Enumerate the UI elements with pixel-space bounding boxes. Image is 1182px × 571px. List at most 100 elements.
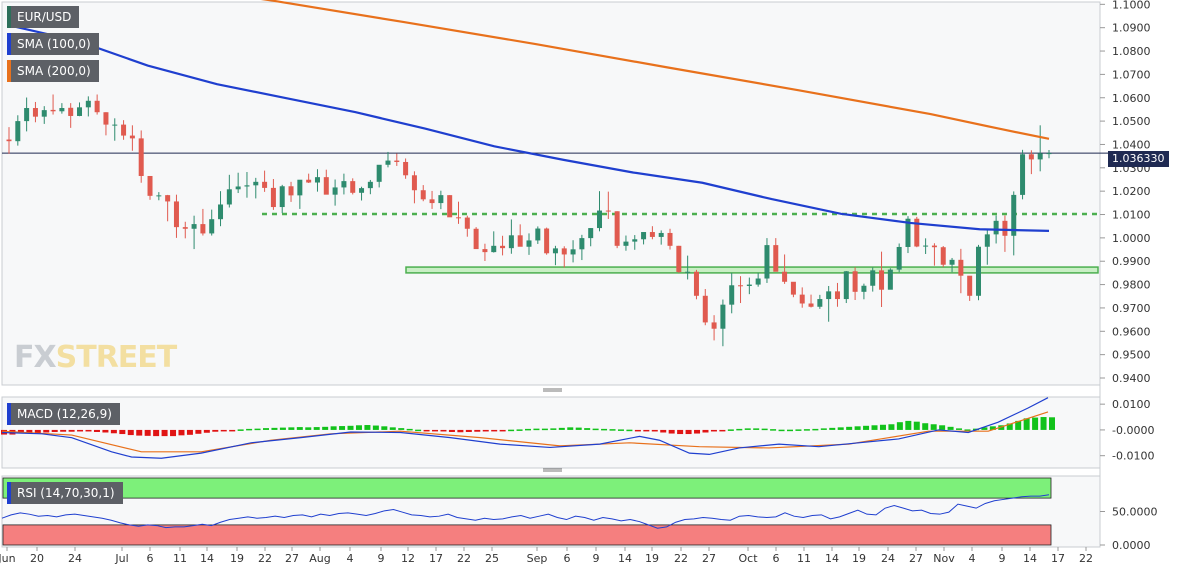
candle-body (288, 186, 294, 196)
x-tick-label: 9 (999, 552, 1006, 565)
macd-hist-bar (871, 425, 878, 430)
candle-body (799, 294, 805, 304)
x-tick-label: 22 (1079, 552, 1093, 565)
candle-body (861, 285, 867, 292)
macd-hist-bar (237, 429, 244, 431)
macd-hist-bar (617, 429, 624, 431)
macd-hist-bar (339, 426, 346, 430)
candle-body (879, 270, 885, 290)
macd-hist-bar (939, 425, 946, 430)
x-tick-label: 20 (30, 552, 44, 565)
candle-body (958, 259, 964, 276)
candle-body (68, 107, 74, 116)
candle-body (975, 246, 981, 296)
macd-hist-bar (753, 428, 760, 430)
macd-hist-bar (601, 428, 608, 431)
sma200-line (260, 0, 1050, 140)
x-tick-label: Oct (738, 552, 758, 565)
candle-body (367, 181, 373, 189)
candle-body (711, 322, 717, 329)
macd-hist-bar (491, 429, 498, 432)
legend-macd: MACD (12,26,9) (7, 403, 120, 425)
macd-hist-bar (381, 426, 388, 430)
macd-hist-bar (474, 429, 481, 432)
x-tick-label: Aug (309, 552, 330, 565)
x-tick-label: 17 (429, 552, 443, 565)
candle-body (702, 295, 708, 323)
macd-hist-bar (575, 427, 582, 430)
macd-hist-bar (854, 426, 861, 430)
macd-hist-bar (246, 428, 253, 431)
candle-body (24, 108, 30, 122)
candle-body (262, 181, 268, 188)
candle-body (473, 228, 479, 250)
candle-body (491, 245, 497, 253)
candle-body (896, 246, 902, 270)
macd-hist-bar (212, 429, 219, 432)
macd-hist-bar (220, 429, 227, 432)
x-tick-label: 9 (378, 552, 385, 565)
macd-hist-bar (110, 429, 117, 434)
candle-body (940, 247, 946, 265)
macd-hist-bar (626, 429, 633, 432)
candle-body (455, 217, 461, 219)
candle-body (923, 245, 929, 247)
candles-group (6, 94, 1052, 347)
rsi-oversold-band (2, 524, 1052, 546)
candle-body (967, 275, 973, 296)
candle-body (826, 291, 832, 300)
x-tick-label: 4 (347, 552, 354, 565)
macd-hist-bar (195, 429, 202, 434)
candle-body (200, 224, 206, 234)
macd-hist-bar (330, 426, 337, 430)
macd-hist-bar (440, 429, 447, 432)
candle-body (129, 135, 135, 139)
macd-hist-bar (364, 425, 371, 430)
macd-hist-bar (85, 429, 92, 432)
macd-hist-bar (288, 427, 295, 430)
candle-body (1046, 153, 1052, 155)
y-tick-label: 0.9600 (1112, 325, 1151, 338)
candle-body (112, 124, 118, 126)
macd-hist-bar (837, 427, 844, 430)
macd-hist-bar (541, 428, 548, 431)
macd-hist-bar (727, 429, 734, 431)
candle-body (782, 271, 788, 282)
x-tick-label: 22 (258, 552, 272, 565)
rsi-overbought-band (2, 477, 1052, 499)
candle-body (306, 179, 312, 183)
candle-body (526, 240, 532, 247)
x-tick-label: 11 (797, 552, 811, 565)
candle-body (738, 285, 744, 287)
y-tick-label: 1.0600 (1112, 92, 1151, 105)
candle-body (914, 218, 920, 247)
candle-body (755, 278, 761, 285)
x-tick-label: 19 (230, 552, 244, 565)
watermark-fx: FX (14, 340, 57, 375)
candle-body (693, 271, 699, 296)
candle-body (376, 164, 382, 182)
macd-hist-bar (296, 427, 303, 430)
x-tick-label: 22 (457, 552, 471, 565)
macd-hist-bar (153, 429, 160, 437)
macd-hist-bar (584, 428, 591, 430)
rsi-line (1, 494, 1050, 529)
y-tick-label: 0.9800 (1112, 279, 1151, 292)
candle-body (605, 210, 611, 212)
macd-hist-bar (313, 427, 320, 430)
macd-hist-bar (846, 426, 853, 430)
candle-body (429, 199, 435, 204)
x-tick-label: 27 (909, 552, 923, 565)
fxstreet-watermark: FXSTREET (14, 340, 177, 375)
candle-body (808, 303, 814, 307)
macd-hist-bar (702, 429, 709, 433)
candle-body (411, 175, 417, 191)
macd-hist-bar (905, 420, 912, 430)
macd-hist-bar (263, 428, 269, 430)
macd-hist-bar (432, 429, 439, 432)
candle-body (77, 107, 83, 116)
macd-hist-bar (694, 429, 701, 434)
x-tick-label: 22 (674, 552, 688, 565)
candle-body (332, 187, 338, 195)
